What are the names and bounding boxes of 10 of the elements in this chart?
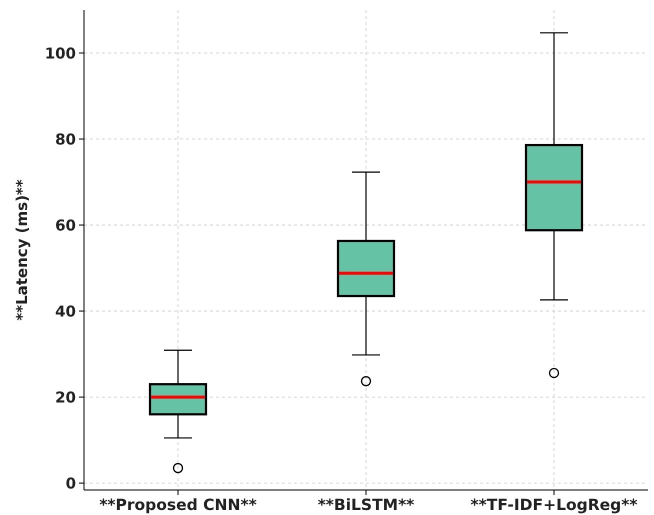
x-tick-label: **BiLSTM** (318, 496, 414, 514)
x-tick-label: **Proposed CNN** (99, 496, 257, 514)
x-tick-label: **TF-IDF+LogReg** (470, 496, 638, 514)
y-tick-label: 80 (55, 130, 76, 148)
y-tick-label: 60 (55, 216, 76, 234)
y-tick-label: 40 (55, 302, 76, 320)
y-tick-label: 100 (44, 44, 76, 62)
y-tick-label: 0 (66, 474, 76, 492)
y-tick-label: 20 (55, 388, 76, 406)
y-axis-title: **Latency (ms)** (13, 179, 31, 321)
